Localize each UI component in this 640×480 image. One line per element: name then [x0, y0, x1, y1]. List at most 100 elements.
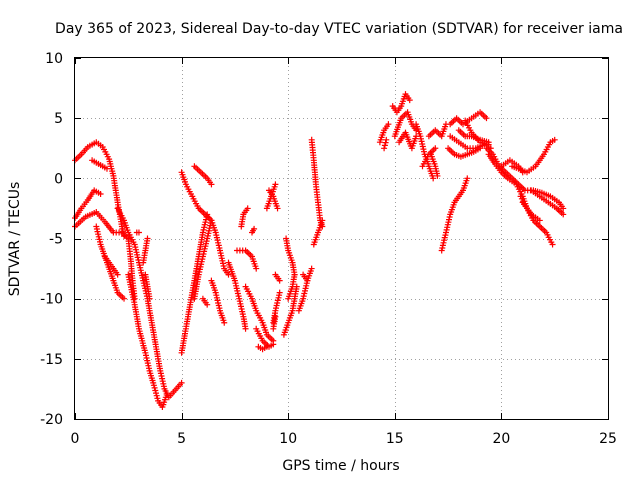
series-track-1	[72, 139, 128, 240]
series-track-15	[191, 163, 215, 188]
series-track-27	[270, 313, 279, 332]
data-point	[551, 136, 558, 143]
series-track-35	[308, 136, 326, 230]
series-track-19	[234, 247, 260, 272]
series-track-5	[89, 157, 110, 172]
data-points	[72, 91, 567, 410]
data-point	[432, 145, 439, 152]
series-track-10	[142, 271, 153, 302]
x-tick-label: 5	[177, 431, 186, 447]
axis-ticks	[75, 58, 609, 420]
data-point	[270, 341, 277, 348]
x-tick-label: 20	[492, 431, 510, 447]
data-point	[204, 211, 211, 218]
data-point	[485, 141, 492, 148]
series-track-34	[300, 271, 311, 284]
plot-frame	[74, 57, 609, 420]
x-axis-label: GPS time / hours	[282, 458, 399, 474]
data-point	[208, 181, 215, 188]
data-point	[121, 295, 128, 302]
data-point	[221, 319, 228, 326]
data-point	[263, 343, 270, 350]
series-track-31	[283, 235, 298, 278]
data-point	[383, 136, 390, 143]
data-point	[225, 271, 232, 278]
y-tick-label: 5	[54, 111, 63, 127]
y-tick-label: 0	[54, 171, 63, 187]
series-track-41	[396, 129, 420, 152]
series-track-26	[266, 187, 281, 212]
series-track-47	[447, 109, 490, 128]
x-tick-label: 25	[599, 431, 617, 447]
series-track-24	[249, 225, 258, 236]
data-point	[291, 271, 298, 278]
series-track-4	[93, 223, 128, 302]
data-point	[242, 325, 249, 332]
series-track-28	[270, 289, 283, 326]
grid	[75, 58, 608, 419]
series-track-43	[419, 145, 439, 170]
y-tick-label: -10	[40, 292, 63, 308]
series-track-14	[191, 217, 215, 302]
x-tick-label: 0	[71, 431, 80, 447]
series-track-6	[101, 253, 121, 278]
series-track-21	[242, 283, 277, 344]
data-point	[146, 295, 153, 302]
data-point	[276, 277, 283, 284]
y-tick-label: 10	[45, 51, 63, 67]
series-track-46	[438, 175, 471, 254]
data-point	[274, 205, 281, 212]
series-track-38	[381, 136, 390, 152]
data-point	[163, 391, 170, 398]
data-point	[272, 181, 279, 188]
series-track-9	[140, 235, 151, 266]
data-point	[178, 379, 185, 386]
data-point	[97, 190, 104, 197]
series-track-13	[178, 211, 211, 356]
x-tick-label: 15	[386, 431, 404, 447]
series-track-20	[238, 205, 251, 230]
data-point	[276, 289, 283, 296]
series-track-16	[199, 295, 211, 308]
series-track-23	[255, 343, 270, 353]
series-track-58	[519, 199, 543, 224]
data-point	[406, 97, 413, 104]
data-point	[144, 235, 151, 242]
series-track-51	[462, 117, 492, 148]
series-track-3	[72, 209, 138, 302]
data-point	[204, 301, 211, 308]
data-point	[464, 175, 471, 182]
series-track-11	[133, 229, 142, 236]
data-point	[114, 271, 121, 278]
series-track-18	[225, 259, 249, 332]
series-track-17	[208, 277, 228, 326]
data-point	[251, 225, 258, 232]
series-track-7	[114, 205, 185, 401]
data-point	[560, 205, 567, 212]
series-track-29	[272, 271, 283, 284]
series-track-55	[509, 136, 558, 176]
data-point	[103, 165, 110, 172]
data-point	[483, 115, 490, 122]
series-track-32	[285, 271, 298, 302]
data-point	[434, 172, 441, 179]
series-track-39	[389, 91, 413, 116]
data-point	[381, 145, 388, 152]
data-point	[208, 217, 215, 224]
chart-title: Day 365 of 2023, Sidereal Day-to-day VTE…	[55, 21, 623, 37]
data-point	[430, 175, 437, 182]
data-point	[549, 241, 556, 248]
series-track-45	[428, 151, 441, 179]
data-point	[135, 229, 142, 236]
data-point	[385, 121, 392, 128]
series-track-33	[295, 265, 315, 314]
y-axis-label: SDTVAR / TECUs	[7, 182, 23, 297]
series-track-8	[125, 271, 170, 410]
tick-labels: 0 5 10 15 20 25 -20 -15 -10 -5 0 5 10	[40, 51, 617, 447]
data-point	[536, 217, 543, 224]
y-tick-label: -15	[40, 352, 63, 368]
data-point	[319, 217, 326, 224]
data-point	[253, 265, 260, 272]
data-point	[382, 139, 389, 146]
